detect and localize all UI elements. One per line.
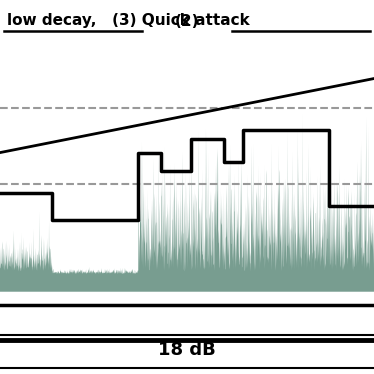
Text: (2): (2)	[175, 14, 199, 29]
Text: low decay,   (3) Quick attack: low decay, (3) Quick attack	[7, 13, 250, 28]
Text: 18 dB: 18 dB	[158, 341, 216, 359]
